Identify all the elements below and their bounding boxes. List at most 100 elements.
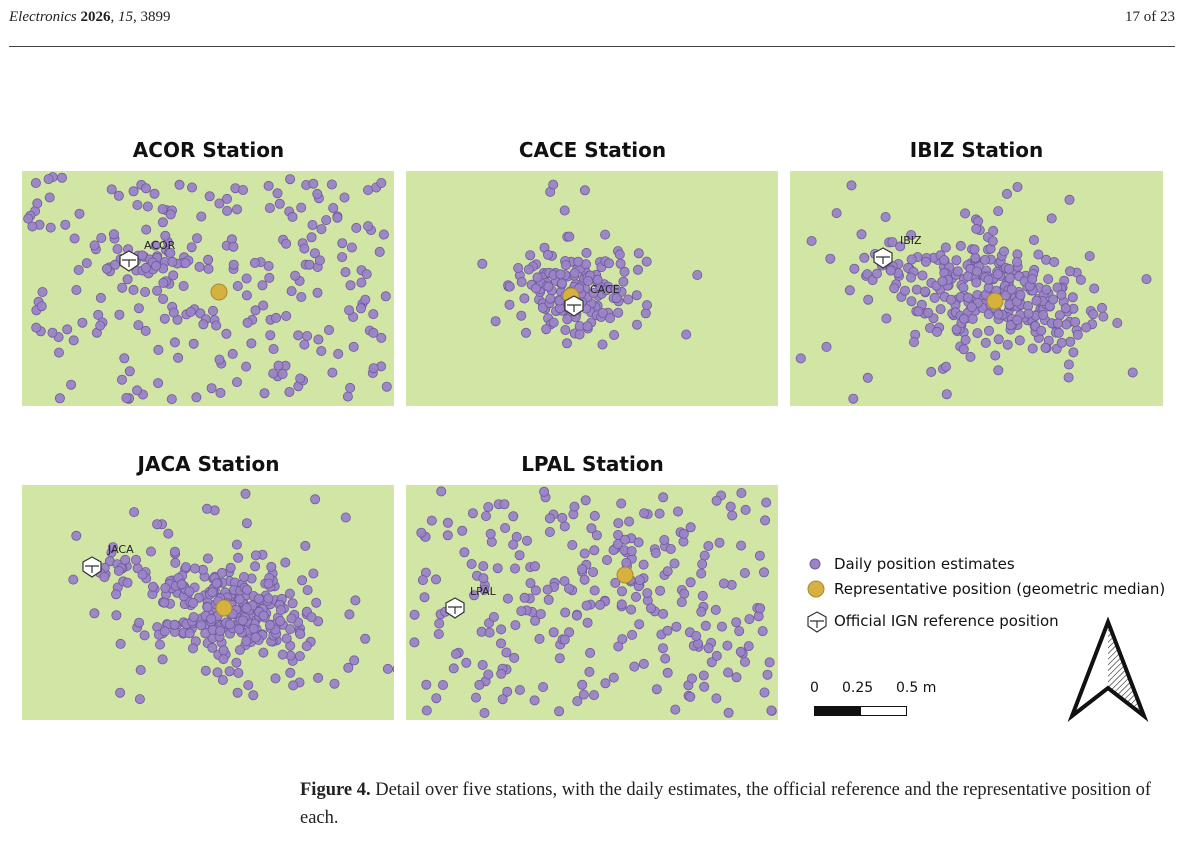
estimate-point — [654, 508, 665, 519]
estimate-point — [579, 574, 590, 585]
estimate-point — [913, 306, 924, 317]
estimate-point — [459, 547, 470, 558]
figure-caption: Figure 4. Detail over five stations, wit… — [300, 776, 1180, 832]
estimate-point — [696, 606, 707, 617]
estimate-point — [281, 633, 292, 644]
median-point — [210, 283, 228, 301]
estimate-point — [166, 394, 177, 405]
map-panel-jaca: JACA — [22, 485, 394, 720]
panel-title-cace: CACE Station — [518, 138, 667, 162]
scale-label-2: 0.5 m — [896, 680, 937, 696]
estimate-point — [203, 254, 214, 265]
estimate-point — [206, 613, 217, 624]
estimate-point — [573, 256, 584, 267]
estimate-point — [234, 594, 245, 605]
estimate-point — [178, 281, 189, 292]
estimate-point — [268, 343, 279, 354]
estimate-point — [759, 687, 770, 698]
estimate-point — [966, 302, 977, 313]
estimate-point — [234, 644, 245, 655]
estimate-point — [218, 645, 229, 656]
estimate-point — [613, 307, 624, 318]
map-panel-ibiz: IBIZ — [790, 171, 1163, 406]
estimate-point — [583, 276, 594, 287]
estimate-point — [194, 261, 205, 272]
estimate-point — [530, 561, 541, 572]
estimate-point — [1056, 289, 1067, 300]
estimate-point — [616, 599, 627, 610]
estimate-point — [265, 330, 276, 341]
estimate-point — [137, 569, 148, 580]
estimate-point — [502, 593, 513, 604]
estimate-point — [740, 504, 751, 515]
estimate-point — [825, 253, 836, 264]
estimate-point — [184, 628, 195, 639]
estimate-point — [346, 242, 357, 253]
estimate-point — [920, 256, 931, 267]
estimate-point — [321, 215, 332, 226]
estimate-point — [54, 393, 65, 404]
estimate-point — [302, 585, 313, 596]
estimate-point — [228, 259, 239, 270]
estimate-point — [542, 584, 553, 595]
estimate-point — [117, 374, 128, 385]
estimate-point — [471, 692, 482, 703]
estimate-point — [760, 515, 771, 526]
estimate-point — [77, 317, 88, 328]
estimate-point — [290, 270, 301, 281]
estimate-point — [294, 651, 305, 662]
estimate-point — [655, 585, 666, 596]
article-number: 3899 — [140, 9, 171, 25]
estimate-point — [378, 229, 389, 240]
estimate-point — [1060, 303, 1071, 314]
estimate-point — [57, 172, 68, 183]
estimate-point — [95, 292, 106, 303]
map-ibiz: IBIZ — [795, 180, 1152, 404]
estimate-point — [362, 185, 373, 196]
estimate-point — [555, 269, 566, 280]
estimate-point — [376, 332, 387, 343]
estimate-point — [662, 625, 673, 636]
estimate-point — [1027, 343, 1038, 354]
estimate-point — [1004, 273, 1015, 284]
estimate-point — [215, 625, 226, 636]
estimate-point — [421, 679, 432, 690]
estimate-point — [510, 563, 521, 574]
estimate-point — [180, 258, 191, 269]
estimate-point — [496, 638, 507, 649]
estimate-point — [154, 639, 165, 650]
median-point — [215, 599, 233, 617]
estimate-point — [343, 662, 354, 673]
estimate-point — [295, 373, 306, 384]
station-label: CACE — [590, 283, 620, 296]
reference-cross — [122, 259, 136, 267]
estimate-point — [140, 287, 151, 298]
estimate-point — [569, 268, 580, 279]
estimate-point — [556, 278, 567, 289]
estimate-point — [1001, 188, 1012, 199]
estimate-point — [68, 335, 79, 346]
estimate-point — [641, 300, 652, 311]
estimate-point — [469, 590, 480, 601]
estimate-point — [409, 609, 420, 620]
estimate-point — [743, 641, 754, 652]
estimate-point — [277, 649, 288, 660]
journal-volume: 15 — [118, 9, 134, 25]
estimate-point — [574, 329, 585, 340]
estimate-point — [176, 579, 187, 590]
estimate-point — [242, 317, 253, 328]
estimate-point — [862, 372, 873, 383]
estimate-point — [286, 286, 297, 297]
estimate-point — [128, 186, 139, 197]
estimate-point — [856, 229, 867, 240]
estimate-point — [284, 588, 295, 599]
estimate-point — [539, 486, 550, 497]
estimate-point — [129, 507, 140, 518]
estimate-point — [89, 240, 100, 251]
estimate-point — [621, 557, 632, 568]
estimate-point — [698, 670, 709, 681]
estimate-point — [168, 307, 179, 318]
estimate-point — [525, 578, 536, 589]
estimate-point — [1070, 316, 1081, 327]
estimate-point — [672, 506, 683, 517]
